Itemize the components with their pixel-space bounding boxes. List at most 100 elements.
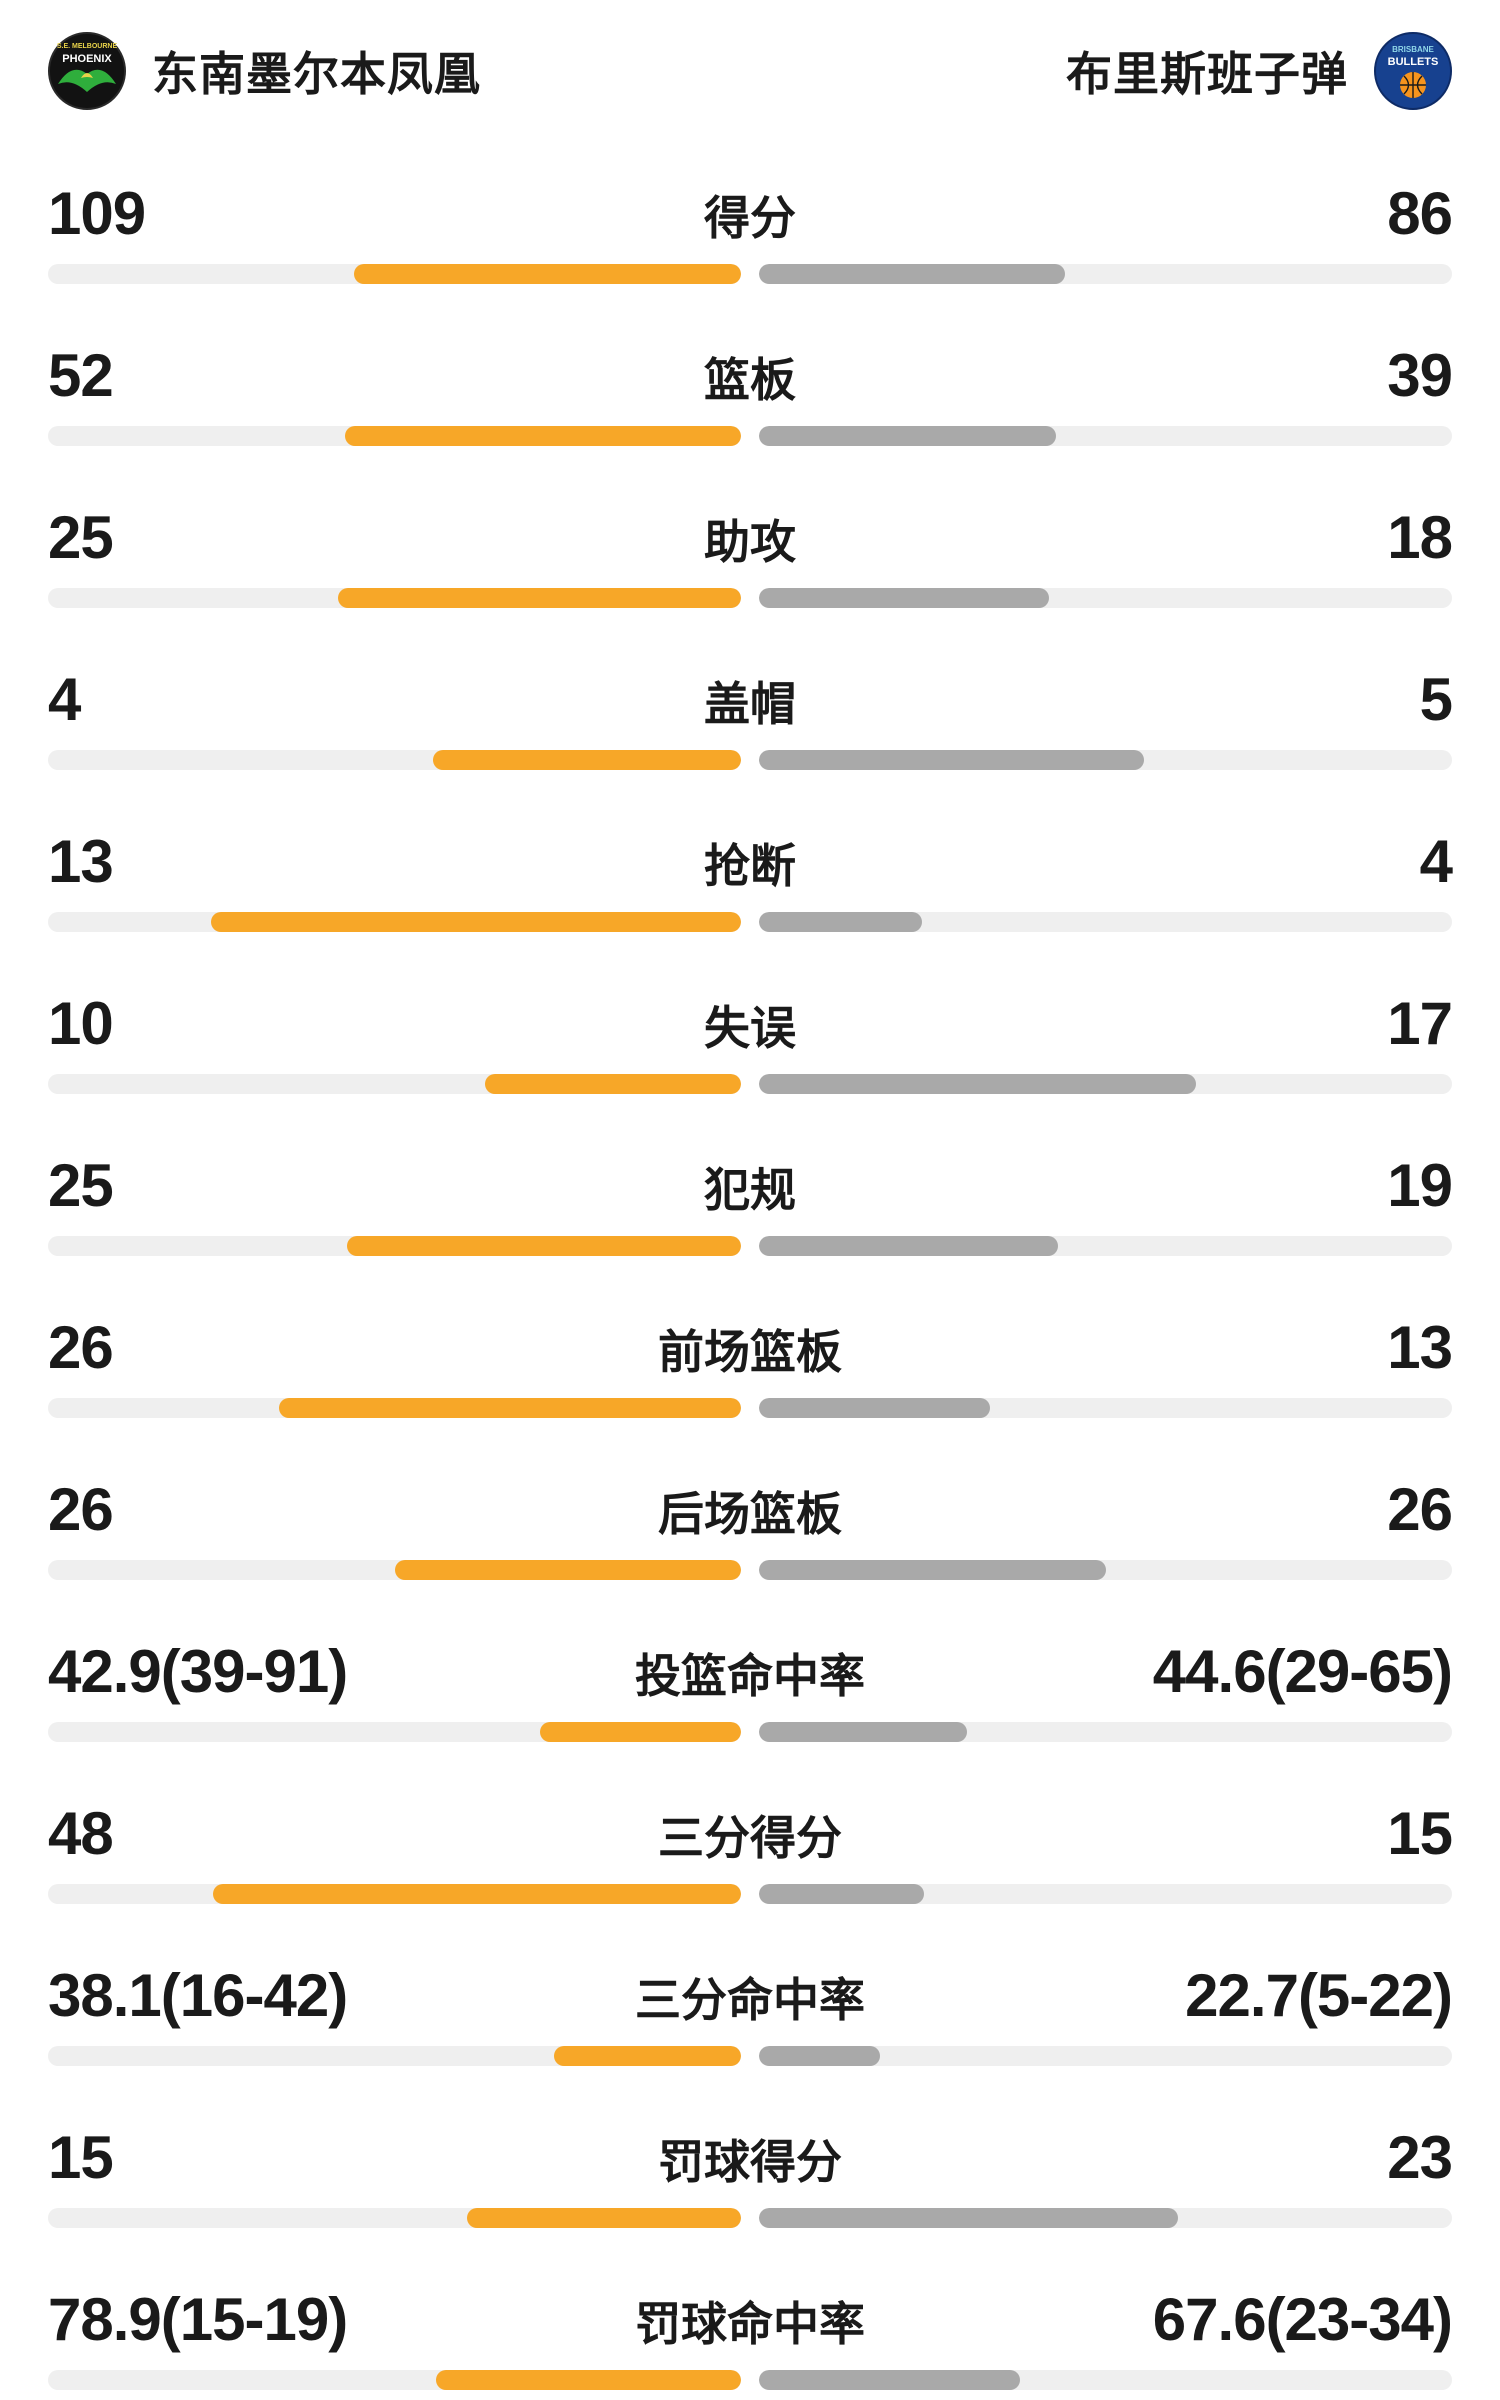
stat-line: 42.9(39-91) 投篮命中率 44.6(29-65) xyxy=(48,1636,1453,1708)
right-bar-fill xyxy=(759,750,1145,770)
right-bar-track xyxy=(759,2208,1452,2228)
right-team-value: 4 xyxy=(1419,828,1453,895)
left-bar-fill xyxy=(210,912,741,932)
stat-label: 三分得分 xyxy=(658,1812,842,1864)
phoenix-logo-icon: S.E. MELBOURNE PHOENIX xyxy=(48,32,126,110)
stat-row: 109 得分 86 xyxy=(48,178,1453,284)
right-bar-track xyxy=(759,1884,1452,1904)
stat-label: 犯规 xyxy=(704,1164,796,1216)
left-bar-track xyxy=(48,1722,741,1742)
right-team-value: 44.6(29-65) xyxy=(1152,1638,1453,1705)
right-team-value: 19 xyxy=(1387,1152,1453,1219)
right-bar-fill xyxy=(759,912,922,932)
team-left: S.E. MELBOURNE PHOENIX 东南墨尔本凤凰 xyxy=(48,32,481,110)
stat-line: 10 失误 17 xyxy=(48,988,1453,1060)
left-bar-fill xyxy=(347,1236,741,1256)
left-bar-track xyxy=(48,1236,741,1256)
right-bar-track xyxy=(759,912,1452,932)
stat-label: 罚球得分 xyxy=(658,2136,842,2188)
left-bar-track xyxy=(48,426,741,446)
stat-line: 25 犯规 19 xyxy=(48,1150,1453,1222)
right-bar-fill xyxy=(759,1236,1059,1256)
left-bar-fill xyxy=(278,1398,741,1418)
right-team-value: 17 xyxy=(1387,990,1453,1057)
left-bar-fill xyxy=(394,1560,741,1580)
left-team-value: 52 xyxy=(48,342,114,409)
left-bar-track xyxy=(48,1074,741,1094)
bar-line xyxy=(48,1398,1452,1418)
stat-row: 4 盖帽 5 xyxy=(48,664,1453,770)
left-team-value: 26 xyxy=(48,1476,114,1543)
stat-line: 26 后场篮板 26 xyxy=(48,1474,1453,1546)
bar-line xyxy=(48,1884,1452,1904)
bullets-badge-main-text: BULLETS xyxy=(1388,56,1439,68)
left-bar-track xyxy=(48,588,741,608)
stat-line: 4 盖帽 5 xyxy=(48,664,1453,736)
stat-line: 52 篮板 39 xyxy=(48,340,1453,412)
stat-label: 后场篮板 xyxy=(658,1488,842,1540)
left-team-value: 15 xyxy=(48,2124,114,2191)
right-bar-fill xyxy=(759,1074,1196,1094)
left-bar-track xyxy=(48,2046,741,2066)
right-bar-fill xyxy=(759,2208,1179,2228)
right-bar-track xyxy=(759,2370,1452,2390)
bar-line xyxy=(48,2046,1452,2066)
right-bar-track xyxy=(759,588,1452,608)
stat-label: 罚球命中率 xyxy=(635,2298,865,2350)
stat-row: 13 抢断 4 xyxy=(48,826,1453,932)
left-team-value: 10 xyxy=(48,990,114,1057)
right-bar-fill xyxy=(759,1884,924,1904)
left-team-value: 26 xyxy=(48,1314,114,1381)
left-bar-track xyxy=(48,2370,741,2390)
bar-line xyxy=(48,750,1452,770)
right-bar-track xyxy=(759,426,1452,446)
stat-line: 25 助攻 18 xyxy=(48,502,1453,574)
stat-row: 10 失误 17 xyxy=(48,988,1453,1094)
left-bar-fill xyxy=(436,2370,741,2390)
stat-row: 78.9(15-19) 罚球命中率 67.6(23-34) xyxy=(48,2284,1453,2390)
left-team-value: 25 xyxy=(48,1152,114,1219)
right-team-value: 15 xyxy=(1387,1800,1453,1867)
right-bar-track xyxy=(759,1236,1452,1256)
team-right: 布里斯班子弹 BRISBANE BULLETS xyxy=(1066,32,1452,110)
stat-line: 13 抢断 4 xyxy=(48,826,1453,898)
stat-row: 26 前场篮板 13 xyxy=(48,1312,1453,1418)
stat-label: 篮板 xyxy=(704,354,796,406)
left-bar-fill xyxy=(345,426,741,446)
left-bar-fill xyxy=(338,588,741,608)
left-bar-fill xyxy=(540,1722,741,1742)
stat-line: 26 前场篮板 13 xyxy=(48,1312,1453,1384)
stat-row: 26 后场篮板 26 xyxy=(48,1474,1453,1580)
left-bar-track xyxy=(48,912,741,932)
stat-label: 得分 xyxy=(704,192,796,244)
right-team-value: 39 xyxy=(1387,342,1453,409)
bar-line xyxy=(48,264,1452,284)
basketball-icon xyxy=(1400,72,1426,98)
phoenix-badge-main-text: PHOENIX xyxy=(62,53,112,65)
stat-row: 48 三分得分 15 xyxy=(48,1798,1453,1904)
stat-line: 48 三分得分 15 xyxy=(48,1798,1453,1870)
stat-label: 前场篮板 xyxy=(658,1326,842,1378)
bar-line xyxy=(48,426,1452,446)
stat-label: 助攻 xyxy=(704,516,796,568)
bar-line xyxy=(48,1722,1452,1742)
bar-line xyxy=(48,2370,1452,2390)
right-bar-track xyxy=(759,1398,1452,1418)
stat-row: 25 助攻 18 xyxy=(48,502,1453,608)
left-team-value: 25 xyxy=(48,504,114,571)
stat-line: 15 罚球得分 23 xyxy=(48,2122,1453,2194)
bullets-logo-icon: BRISBANE BULLETS xyxy=(1374,32,1452,110)
right-team-value: 22.7(5-22) xyxy=(1185,1962,1453,2029)
bar-line xyxy=(48,1074,1452,1094)
left-bar-fill xyxy=(353,264,741,284)
stat-label: 盖帽 xyxy=(704,678,796,730)
right-bar-track xyxy=(759,1074,1452,1094)
stat-row: 15 罚球得分 23 xyxy=(48,2122,1453,2228)
right-bar-track xyxy=(759,750,1452,770)
bar-line xyxy=(48,912,1452,932)
left-team-value: 38.1(16-42) xyxy=(48,1962,348,2029)
right-team-value: 13 xyxy=(1387,1314,1453,1381)
stat-row: 42.9(39-91) 投篮命中率 44.6(29-65) xyxy=(48,1636,1453,1742)
bar-line xyxy=(48,1236,1452,1256)
